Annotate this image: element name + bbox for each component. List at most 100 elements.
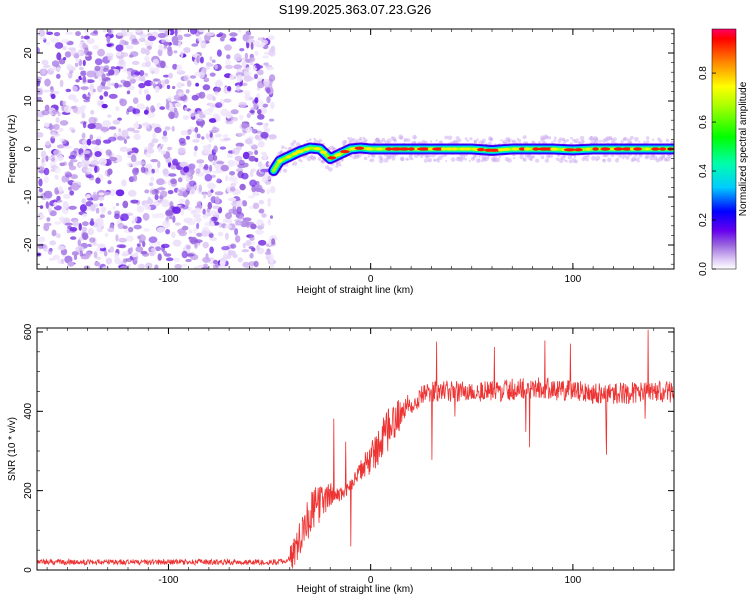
noise-blob (241, 57, 246, 61)
noise-blob (107, 55, 113, 61)
noise-blob (43, 122, 51, 128)
noise-blob (125, 45, 134, 50)
noise-blob (268, 134, 277, 140)
signal-halo (414, 141, 417, 144)
noise-blob (160, 243, 170, 249)
noise-blob (43, 167, 50, 176)
noise-blob (170, 178, 177, 185)
noise-blob (139, 263, 144, 269)
signal-peak (574, 148, 583, 152)
noise-blob (70, 159, 78, 163)
noise-blob (248, 56, 256, 63)
noise-blob (94, 261, 101, 267)
colorbar-label: Normalized spectral amplitude (738, 81, 749, 216)
noise-blob (54, 187, 60, 195)
noise-blob (71, 251, 79, 256)
snr-xtick-label: 100 (565, 575, 582, 586)
noise-blob (63, 105, 72, 113)
noise-blob (173, 110, 179, 119)
noise-blob (262, 151, 268, 160)
noise-blob (79, 250, 84, 257)
signal-halo (414, 136, 417, 139)
noise-blob (157, 160, 161, 168)
noise-blob (269, 256, 274, 264)
noise-blob (200, 121, 204, 128)
noise-blob (95, 247, 101, 252)
signal-halo (582, 140, 585, 142)
noise-blob (194, 126, 199, 133)
noise-blob (44, 190, 52, 195)
signal-halo (618, 154, 623, 158)
noise-blob (119, 98, 127, 107)
noise-blob (258, 239, 267, 246)
noise-blob (257, 69, 264, 76)
signal-halo (338, 163, 342, 167)
noise-blob (208, 137, 213, 143)
signal-halo (643, 140, 646, 144)
noise-blob (211, 127, 220, 133)
noise-blob (89, 83, 95, 91)
noise-blob (183, 47, 191, 54)
noise-blob (156, 102, 161, 108)
noise-blob (196, 55, 201, 63)
noise-blob (249, 179, 257, 187)
noise-blob (185, 253, 195, 257)
noise-blob (178, 35, 183, 41)
noise-blob (99, 95, 104, 100)
noise-blob (97, 220, 103, 229)
signal-peak (633, 147, 643, 151)
noise-blob (229, 186, 236, 192)
noise-blob (237, 29, 242, 33)
noise-blob (116, 51, 122, 57)
noise-blob (242, 33, 249, 42)
noise-blob (237, 132, 246, 136)
noise-blob (139, 70, 145, 77)
noise-blob (206, 93, 215, 101)
signal-halo (399, 136, 404, 140)
noise-blob (214, 87, 221, 92)
noise-blob (232, 147, 240, 155)
spectrogram-ytick-label: 0 (23, 146, 34, 152)
colorbar: 0.0 0.2 0.4 0.6 0.8 Normalized spectral ampl… (698, 28, 749, 276)
snr-xtick-label: 0 (368, 575, 374, 586)
noise-blob (100, 210, 106, 214)
noise-blob (197, 264, 205, 268)
noise-blob (61, 175, 68, 183)
noise-blob (137, 235, 141, 239)
noise-blob (185, 176, 191, 182)
noise-blob (258, 200, 265, 205)
noise-blob (225, 175, 229, 182)
signal-halo (371, 153, 376, 158)
noise-blob (163, 41, 170, 46)
noise-blob (134, 160, 140, 167)
noise-blob (132, 122, 140, 129)
noise-blob (264, 251, 272, 255)
noise-blob (254, 150, 259, 155)
signal-peak (659, 147, 667, 151)
noise-blob (37, 131, 44, 138)
noise-blob (167, 96, 173, 101)
noise-blob (134, 113, 141, 117)
noise-blob (202, 241, 209, 249)
noise-blob (174, 102, 182, 108)
noise-blob (249, 61, 254, 65)
noise-blob (148, 236, 158, 243)
noise-blob (158, 29, 167, 33)
signal-peak (398, 147, 410, 151)
noise-blob (242, 151, 250, 160)
signal-halo (473, 139, 478, 144)
noise-blob (51, 109, 59, 115)
noise-blob (198, 71, 205, 79)
noise-blob (165, 65, 169, 69)
noise-blob (108, 126, 117, 130)
noise-blob (181, 263, 188, 267)
noise-blob (174, 222, 181, 226)
signal-peak (613, 147, 624, 151)
noise-blob (107, 114, 112, 118)
noise-blob (107, 180, 112, 185)
noise-blob (114, 252, 119, 260)
noise-blob (222, 218, 228, 223)
noise-blob (115, 202, 120, 207)
